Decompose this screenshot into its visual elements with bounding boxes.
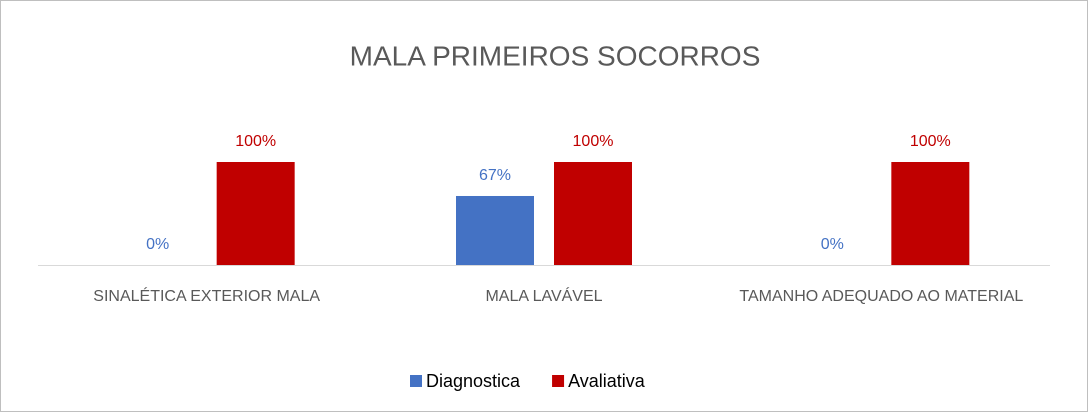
data-label: 0% xyxy=(146,236,169,253)
legend-label: Avaliativa xyxy=(568,371,646,391)
x-tick-label: SINALÉTICA EXTERIOR MALA xyxy=(93,286,320,305)
legend-label: Diagnostica xyxy=(426,371,521,391)
x-tick-label: MALA LAVÁVEL xyxy=(485,286,602,305)
bar xyxy=(891,162,970,265)
chart-title: MALA PRIMEIROS SOCORROS xyxy=(350,40,761,71)
x-tick-label: TAMANHO ADEQUADO AO MATERIAL xyxy=(739,288,1023,305)
data-label: 100% xyxy=(573,133,614,150)
data-label: 67% xyxy=(479,167,511,184)
bar xyxy=(456,195,534,265)
bar xyxy=(216,162,295,265)
bar xyxy=(554,162,632,265)
data-label: 0% xyxy=(821,236,844,253)
data-label: 100% xyxy=(910,133,951,150)
legend-swatch xyxy=(552,375,565,387)
data-label: 100% xyxy=(235,133,276,150)
legend-swatch xyxy=(410,375,422,387)
